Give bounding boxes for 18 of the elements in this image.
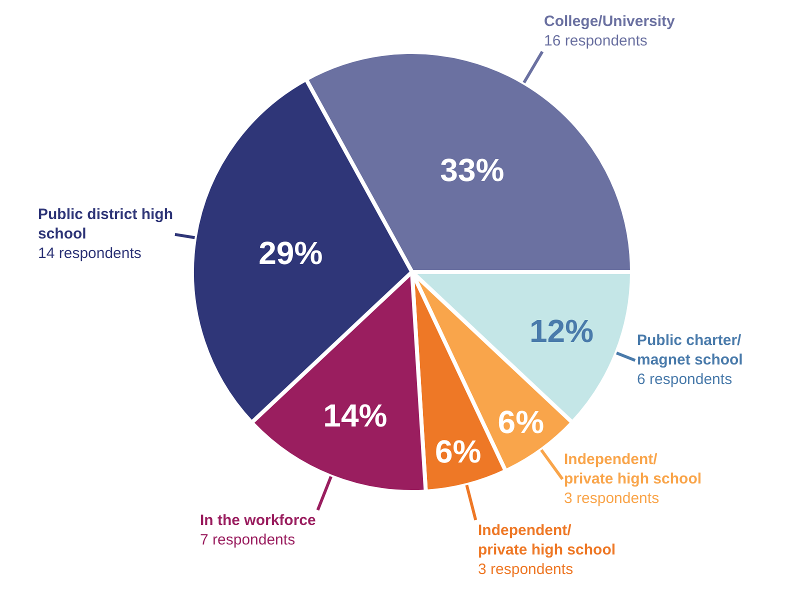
slice-label: Independent/private high school bbox=[478, 522, 616, 558]
slice-label: In the workforce bbox=[200, 512, 316, 529]
text: 3 respondents bbox=[478, 561, 574, 578]
slice-label: Public charter/magnet school bbox=[637, 332, 743, 368]
text: 14 respondents bbox=[38, 245, 142, 262]
data-label: 14% bbox=[323, 397, 388, 434]
slice-label: Public district high school bbox=[38, 206, 174, 242]
data-label: 29% bbox=[258, 234, 323, 271]
data-label: 12% bbox=[529, 313, 594, 350]
data-label: 6% bbox=[434, 433, 482, 470]
data-label: 33% bbox=[440, 152, 504, 188]
text: 3 respondents bbox=[564, 490, 660, 507]
text: 6 respondents bbox=[637, 371, 732, 388]
text: 16 respondents bbox=[544, 32, 648, 50]
slice-label: College/University bbox=[544, 13, 676, 30]
data-label: 6% bbox=[498, 404, 544, 440]
slice-label: Independent/private high school bbox=[564, 451, 702, 488]
text: 7 respondents bbox=[200, 532, 296, 548]
